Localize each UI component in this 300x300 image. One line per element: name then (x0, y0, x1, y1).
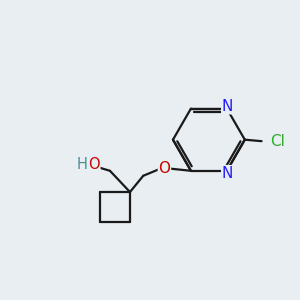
Text: N: N (222, 166, 233, 181)
Text: O: O (88, 157, 100, 172)
Text: H: H (77, 157, 88, 172)
Text: Cl: Cl (270, 134, 285, 149)
Text: O: O (158, 161, 170, 176)
Text: N: N (222, 99, 233, 114)
